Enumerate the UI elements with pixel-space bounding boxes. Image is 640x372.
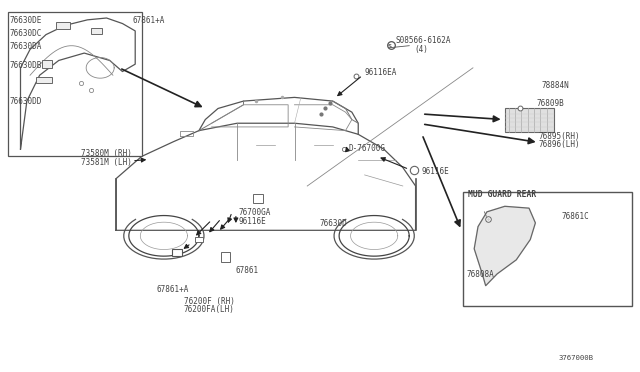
Text: 76808A: 76808A bbox=[467, 270, 494, 279]
Bar bbox=[56, 22, 70, 29]
Bar bbox=[172, 249, 182, 256]
Text: S: S bbox=[388, 44, 392, 49]
Text: 76630D: 76630D bbox=[320, 219, 348, 228]
Bar bbox=[8, 13, 141, 157]
Text: S08566-6162A: S08566-6162A bbox=[395, 36, 451, 45]
Text: D-76700G: D-76700G bbox=[349, 144, 386, 153]
Text: 78884N: 78884N bbox=[541, 81, 569, 90]
Bar bbox=[91, 28, 102, 34]
Text: 76200FA(LH): 76200FA(LH) bbox=[184, 305, 234, 314]
Text: 76630DA: 76630DA bbox=[10, 42, 42, 51]
Bar bbox=[505, 109, 554, 132]
Text: 67861+A: 67861+A bbox=[157, 285, 189, 294]
Text: 76861C: 76861C bbox=[561, 212, 589, 221]
Text: 96116EA: 96116EA bbox=[365, 68, 397, 77]
Text: 76700GA: 76700GA bbox=[239, 208, 271, 217]
Text: 76200F (RH): 76200F (RH) bbox=[184, 297, 234, 306]
Text: 73581M (LH): 73581M (LH) bbox=[81, 158, 132, 167]
Text: 73580M (RH): 73580M (RH) bbox=[81, 149, 132, 158]
Text: 67861: 67861 bbox=[236, 266, 259, 275]
Polygon shape bbox=[474, 206, 536, 286]
Text: 76630DB: 76630DB bbox=[10, 61, 42, 70]
Bar bbox=[221, 253, 230, 262]
Text: 76630DD: 76630DD bbox=[10, 97, 42, 106]
Bar bbox=[42, 60, 52, 68]
Text: MUD GUARD REAR: MUD GUARD REAR bbox=[468, 190, 537, 199]
Text: 76809B: 76809B bbox=[537, 99, 564, 109]
Text: 76895(RH): 76895(RH) bbox=[539, 132, 580, 141]
Text: 96116E: 96116E bbox=[422, 167, 450, 176]
Text: (4): (4) bbox=[414, 45, 428, 54]
Text: 76630DE: 76630DE bbox=[10, 16, 42, 25]
Bar bbox=[253, 195, 262, 203]
Bar bbox=[195, 237, 203, 243]
Text: 96116E: 96116E bbox=[239, 217, 266, 225]
Text: 76630DC: 76630DC bbox=[10, 29, 42, 38]
Text: 76896(LH): 76896(LH) bbox=[539, 140, 580, 149]
Text: 67861+A: 67861+A bbox=[132, 16, 164, 25]
Text: 3767000B: 3767000B bbox=[559, 355, 594, 361]
Bar bbox=[36, 77, 52, 83]
Bar bbox=[463, 192, 632, 306]
